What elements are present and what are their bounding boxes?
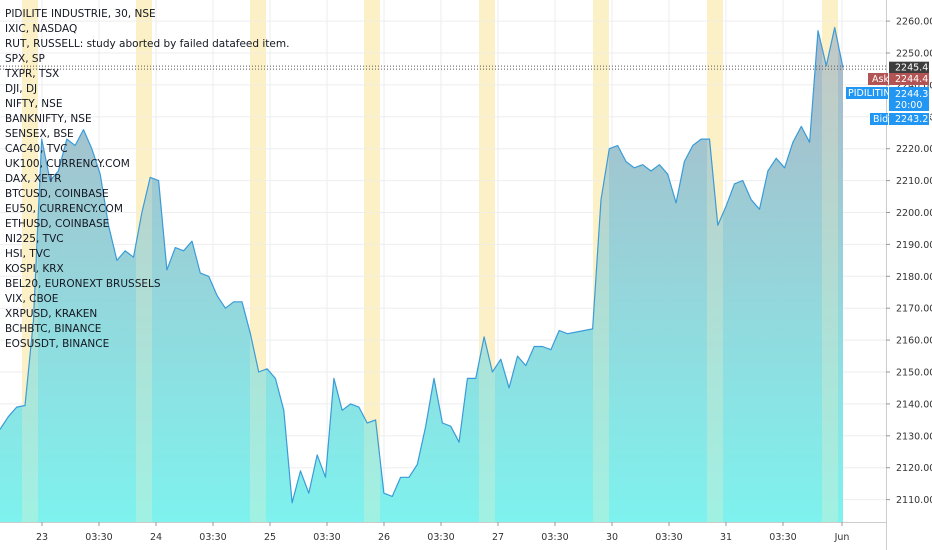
legend-compare-item[interactable]: TXPR, TSX <box>5 68 60 80</box>
legend-compare-item[interactable]: NIFTY, NSE <box>5 98 63 110</box>
price-line <box>0 26 844 504</box>
ask-name-tag-bg <box>868 73 888 85</box>
session-band-overlay <box>136 0 152 522</box>
legend-compare-item[interactable]: XRPUSD, KRAKEN <box>5 308 98 320</box>
time-tick-label: 03:30 <box>769 532 796 543</box>
legend-compare-item[interactable]: IXIC, NASDAQ <box>5 23 78 35</box>
legend-compare-item[interactable]: RUT, RUSSELL: study aborted by failed da… <box>5 38 290 50</box>
legend-main-series[interactable]: PIDILITE INDUSTRIE, 30, NSE <box>5 8 156 20</box>
legend-compare-item[interactable]: SENSEX, BSE <box>5 128 74 140</box>
last-price-tag: 2245.40 <box>895 63 932 74</box>
legend-compare-item[interactable]: BCHBTC, BINANCE <box>5 323 102 335</box>
legend-compare-item[interactable]: KOSPI, KRX <box>5 263 64 275</box>
ask-price-tag: 2244.45 <box>895 74 932 85</box>
bar-countdown: 20:00 <box>895 100 922 111</box>
ask-price-tag-bg <box>889 73 929 85</box>
time-tick-label: 03:30 <box>199 532 226 543</box>
price-tick-label: 2200.00 <box>896 208 932 219</box>
legend-compare-item[interactable]: ETHUSD, COINBASE <box>5 218 110 230</box>
bid-price-tag-bg <box>889 113 929 125</box>
symbol-name-tag: PIDILITIND <box>848 88 898 99</box>
time-tick-label: 03:30 <box>541 532 568 543</box>
ask-name-tag: Ask <box>872 74 889 85</box>
legend-compare-item[interactable]: HSI, TVC <box>5 248 51 260</box>
time-tick-label: Jun <box>834 532 850 543</box>
bid-name-tag-bg <box>870 113 888 125</box>
legend-compare-item[interactable]: NI225, TVC <box>5 233 64 245</box>
symbol-price-tag: 2244.30 <box>895 89 932 100</box>
price-tick-label: 2210.00 <box>896 176 932 187</box>
price-series-line <box>0 26 844 504</box>
session-band-overlay <box>707 0 723 522</box>
legend-compare-item[interactable]: UK100, CURRENCY.COM <box>5 158 130 170</box>
time-tick-label: 24 <box>150 532 162 543</box>
session-band-overlay <box>250 0 266 522</box>
last-price-tag-bg <box>889 61 929 74</box>
symbol-name-tag-bg <box>846 87 888 99</box>
price-tick-label: 2220.00 <box>896 144 932 155</box>
legend-compare-item[interactable]: CAC40, TVC <box>5 143 68 155</box>
time-axis[interactable]: 23 03:30 24 03:30 25 03:30 26 03:30 27 03:30 30 03:… <box>0 522 932 550</box>
price-tick-label: 2240.00 <box>896 80 932 91</box>
time-tick-label: 26 <box>378 532 390 543</box>
time-tick-label: 03:30 <box>313 532 340 543</box>
legend-compare-list: IXIC, NASDAQ RUT, RUSSELL: study aborted … <box>5 22 289 352</box>
time-tick-label: 03:30 <box>85 532 112 543</box>
series-legend: PIDILITE INDUSTRIE, 30, NSE IXIC, NASDAQ… <box>5 7 289 352</box>
time-tick-label: 03:30 <box>655 532 682 543</box>
time-tick-label: 31 <box>720 532 732 543</box>
time-axis-bg <box>0 522 932 550</box>
price-tick-label: 2170.00 <box>896 304 932 315</box>
legend-compare-item[interactable]: BEL20, EURONEXT BRUSSELS <box>5 278 161 290</box>
legend-compare-item[interactable]: EOSUSDT, BINANCE <box>5 338 110 350</box>
price-tick-label: 2110.00 <box>896 495 932 506</box>
price-area <box>0 27 843 522</box>
session-band-overlay <box>822 0 838 522</box>
price-tick-label: 2160.00 <box>896 336 932 347</box>
legend-compare-item[interactable]: EU50, CURRENCY.COM <box>5 203 123 215</box>
price-area-fill <box>0 27 843 522</box>
price-tick-label: 2260.00 <box>896 17 932 28</box>
symbol-price-tag-bg <box>889 87 929 111</box>
session-band-overlay <box>479 0 495 522</box>
time-tick-label: 25 <box>264 532 276 543</box>
legend-compare-item[interactable]: DJI, DJ <box>5 83 38 95</box>
bid-name-tag: Bid <box>873 114 888 125</box>
price-tick-label: 2250.00 <box>896 49 932 60</box>
price-tick-label: 2120.00 <box>896 463 932 474</box>
session-band-overlay <box>593 0 609 522</box>
legend-compare-item[interactable]: DAX, XETR <box>5 173 62 185</box>
time-tick-label: 27 <box>492 532 504 543</box>
price-tick-label: 2140.00 <box>896 399 932 410</box>
price-tick-label: 2180.00 <box>896 272 932 283</box>
price-tick-label: 2130.00 <box>896 431 932 442</box>
time-tick-label: 30 <box>606 532 618 543</box>
legend-compare-item[interactable]: VIX, CBOE <box>5 293 59 305</box>
session-band-overlay <box>364 0 380 522</box>
price-tick-label: 2190.00 <box>896 240 932 251</box>
time-tick-label: 23 <box>36 532 48 543</box>
legend-compare-item[interactable]: BANKNIFTY, NSE <box>5 113 92 125</box>
legend-compare-item[interactable]: BTCUSD, COINBASE <box>5 188 109 200</box>
session-band <box>364 0 380 522</box>
price-tick-label: 2150.00 <box>896 368 932 379</box>
session-bands-overlay <box>22 0 838 522</box>
legend-compare-item[interactable]: SPX, SP <box>5 53 45 65</box>
last-price-line <box>0 65 886 70</box>
time-tick-label: 03:30 <box>427 532 454 543</box>
bid-price-tag: 2243.25 <box>895 114 932 125</box>
